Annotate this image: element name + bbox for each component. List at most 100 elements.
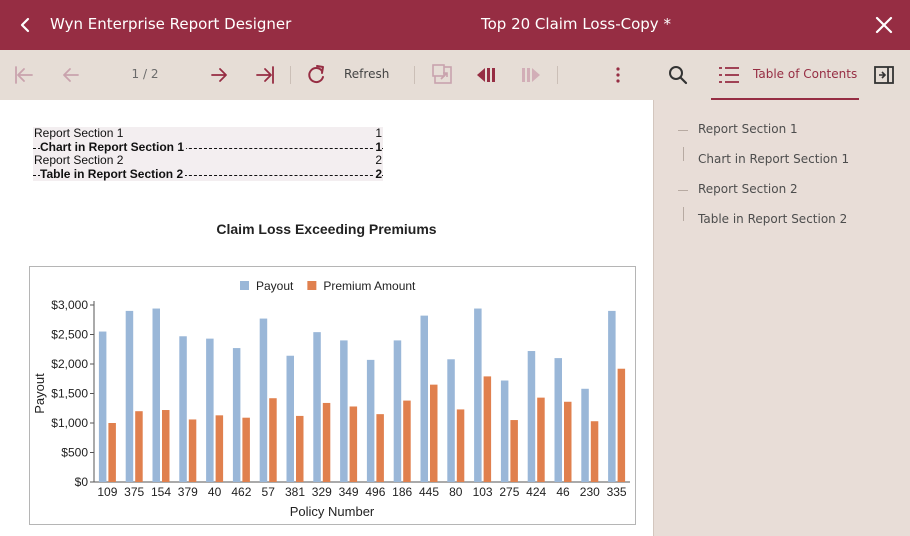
export-icon — [432, 64, 452, 84]
toolbar-divider — [414, 66, 415, 84]
bar-payout — [554, 358, 562, 482]
x-tick-label: 275 — [499, 485, 519, 499]
toolbar-divider — [290, 66, 291, 84]
bar-premium — [537, 397, 545, 482]
legend-swatch — [240, 281, 249, 290]
first-page-icon — [15, 66, 33, 84]
sidebar-item-report-section-1[interactable]: Report Section 1 — [698, 122, 798, 136]
bar-chart: Payout Premium Amount $0 $500 $1,000 $1,500 $2… — [32, 279, 630, 519]
x-tick-label: 154 — [151, 485, 171, 499]
toc-entry-page: 1 — [373, 140, 382, 154]
x-tick-label: 375 — [124, 485, 144, 499]
x-tick-label: 80 — [449, 485, 463, 499]
viewer-toolbar: 1 / 2 Refresh — [0, 50, 910, 100]
bar-premium — [108, 423, 116, 482]
toc-entry[interactable]: Chart in Report Section 1 1 — [33, 140, 383, 154]
toc-entry-page: 1 — [373, 127, 382, 141]
chart-container: Payout Premium Amount $0 $500 $1,000 $1,500 $2… — [29, 266, 636, 525]
tree-connector — [683, 147, 684, 161]
legend-label: Premium Amount — [323, 279, 416, 293]
x-tick-label: 329 — [312, 485, 332, 499]
y-tick-label: $3,000 — [51, 298, 88, 312]
legend-swatch — [307, 281, 317, 290]
export-button[interactable] — [430, 62, 456, 88]
x-tick-label: 57 — [262, 485, 276, 499]
prev-page-icon — [63, 68, 79, 82]
previous-page-button[interactable] — [58, 62, 84, 88]
toc-leader — [33, 147, 383, 149]
bar-premium — [483, 376, 492, 482]
chart-title: Claim Loss Exceeding Premiums — [216, 221, 437, 237]
bar-payout — [152, 308, 160, 482]
x-tick-label: 230 — [580, 485, 600, 499]
bar-payout — [500, 380, 509, 482]
x-axis-label: Policy Number — [290, 504, 375, 519]
more-button[interactable] — [606, 62, 630, 88]
toc-entry-title: Table in Report Section 2 — [40, 167, 186, 181]
search-icon — [669, 66, 688, 85]
toc-entry-title: Chart in Report Section 1 — [40, 140, 187, 154]
toc-entry-page: 2 — [373, 167, 382, 181]
refresh-icon — [308, 65, 324, 84]
tree-connector — [678, 130, 688, 131]
y-tick-label: $0 — [75, 475, 89, 489]
y-axis-label: Payout — [32, 373, 47, 414]
step-forward-button[interactable] — [518, 62, 544, 88]
toc-entry-title: Report Section 1 — [34, 127, 126, 141]
page-indicator[interactable]: 1 / 2 — [131, 67, 159, 81]
bar-payout — [286, 355, 294, 482]
last-page-button[interactable] — [251, 62, 277, 88]
x-tick-label: 40 — [208, 485, 222, 499]
report-page: Report Section 1 1 Chart in Report Secti… — [0, 100, 653, 536]
search-button[interactable] — [665, 62, 691, 88]
y-tick-label: $500 — [61, 446, 88, 460]
sidebar-item-table-section-2[interactable]: Table in Report Section 2 — [698, 212, 848, 226]
bar-payout — [527, 351, 536, 482]
sidebar-item-report-section-2[interactable]: Report Section 2 — [698, 182, 798, 196]
sidebar-item-chart-section-1[interactable]: Chart in Report Section 1 — [698, 152, 850, 166]
refresh-button[interactable] — [303, 62, 329, 88]
last-page-icon — [256, 66, 274, 84]
bar-premium — [162, 410, 170, 482]
next-page-button[interactable] — [206, 62, 232, 88]
bar-premium — [296, 415, 304, 482]
toc-sidebar: Report Section 1 Chart in Report Section… — [653, 100, 910, 536]
refresh-label[interactable]: Refresh — [344, 67, 390, 81]
y-tick-label: $2,500 — [51, 328, 88, 342]
toc-entry[interactable]: Report Section 2 2 — [33, 154, 383, 168]
close-icon[interactable] — [874, 14, 894, 36]
title-bar: Wyn Enterprise Report Designer Top 20 Cl… — [0, 0, 910, 50]
x-tick-label: 335 — [607, 485, 627, 499]
bar-payout — [474, 308, 482, 482]
bar-payout — [420, 315, 428, 482]
bar-payout — [98, 331, 107, 482]
bar-premium — [456, 409, 465, 482]
toc-entry[interactable]: Report Section 1 1 — [33, 127, 383, 141]
step-back-button[interactable] — [474, 62, 500, 88]
x-tick-label: 103 — [473, 485, 493, 499]
legend-label: Payout — [256, 279, 294, 293]
x-tick-label: 381 — [285, 485, 305, 499]
x-tick-label: 349 — [339, 485, 359, 499]
bar-premium — [322, 402, 331, 482]
tree-connector — [678, 190, 688, 191]
bar-premium — [617, 368, 626, 482]
bar-payout — [393, 340, 402, 482]
bar-payout — [447, 359, 455, 482]
y-tick-label: $1,000 — [51, 416, 88, 430]
x-tick-label: 186 — [392, 485, 412, 499]
bar-premium — [564, 401, 572, 482]
bar-premium — [403, 400, 411, 482]
x-tick-label: 462 — [231, 485, 251, 499]
bar-premium — [349, 406, 358, 482]
bar-payout — [313, 332, 321, 482]
first-page-button[interactable] — [12, 62, 38, 88]
toc-entry[interactable]: Table in Report Section 2 2 — [33, 167, 383, 181]
tab-table-of-contents[interactable]: Table of Contents — [711, 50, 859, 100]
sidebar-toggle-button[interactable] — [871, 62, 897, 88]
x-tick-label: 445 — [419, 485, 439, 499]
toc-entry-page: 2 — [373, 154, 382, 168]
toc-icon — [719, 67, 739, 83]
back-icon[interactable] — [16, 14, 36, 36]
tab-label: Table of Contents — [753, 67, 858, 81]
